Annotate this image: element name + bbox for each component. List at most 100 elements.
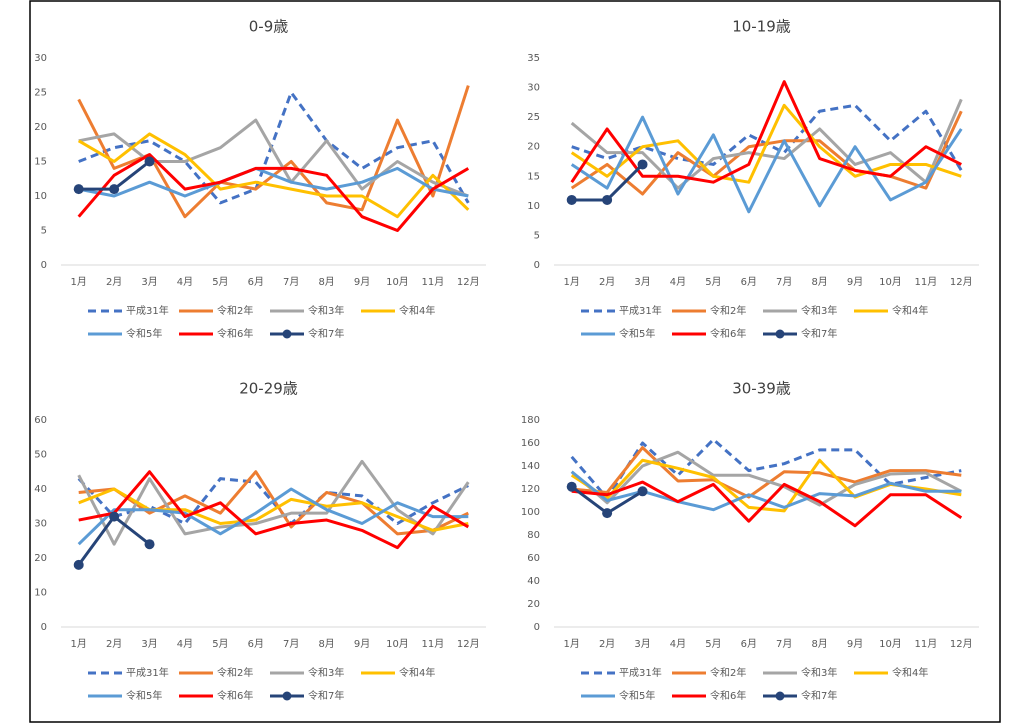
x-tick-label: 12月 — [457, 276, 480, 288]
legend-marker — [775, 691, 785, 701]
legend-label: 令和7年 — [308, 689, 344, 702]
x-tick-label: 5月 — [705, 276, 721, 288]
legend-label: 令和6年 — [710, 327, 746, 340]
x-tick-label: 6月 — [741, 638, 757, 650]
legend-label: 平成31年 — [619, 666, 662, 679]
series-marker — [637, 159, 648, 170]
frame — [29, 0, 1001, 723]
legend-marker — [282, 329, 292, 339]
x-tick-label: 3月 — [141, 276, 157, 288]
series-line — [570, 450, 962, 507]
chart-title: 10-19歳 — [732, 18, 791, 36]
y-tick-label: 10 — [34, 588, 47, 599]
series-line — [77, 153, 470, 232]
y-tick-label: 60 — [34, 415, 47, 426]
series-marker — [637, 486, 648, 497]
legend-marker — [775, 329, 785, 339]
y-tick-label: 40 — [34, 484, 47, 495]
x-tick-label: 6月 — [248, 276, 264, 288]
legend-label: 令和6年 — [217, 327, 253, 340]
x-tick-label: 2月 — [106, 276, 122, 288]
x-tick-label: 8月 — [318, 638, 334, 650]
series-line — [570, 115, 963, 214]
legend-label: 令和5年 — [619, 327, 655, 340]
x-tick-label: 7月 — [776, 638, 792, 650]
legend-label: 平成31年 — [619, 304, 662, 317]
legend-label: 令和7年 — [308, 327, 344, 340]
x-tick-label: 5月 — [212, 276, 228, 288]
chart-title: 0-9歳 — [249, 18, 289, 36]
x-tick-label: 4月 — [670, 638, 686, 650]
y-tick-label: 50 — [34, 450, 47, 461]
series-marker — [602, 194, 613, 205]
y-tick-label: 160 — [521, 438, 540, 449]
legend-label: 令和2年 — [217, 666, 253, 679]
legend-label: 令和2年 — [710, 666, 746, 679]
x-tick-label: 5月 — [212, 638, 228, 650]
series-line — [77, 132, 470, 219]
series-marker — [144, 156, 155, 167]
legend-label: 令和2年 — [710, 304, 746, 317]
x-tick-label: 7月 — [776, 276, 792, 288]
series-marker — [109, 184, 120, 195]
y-tick-label: 10 — [34, 191, 47, 202]
y-tick-label: 25 — [527, 112, 540, 123]
chart-title: 20-29歳 — [239, 380, 298, 398]
y-tick-label: 15 — [34, 157, 47, 168]
x-tick-label: 1月 — [71, 638, 87, 650]
x-tick-label: 9月 — [354, 276, 370, 288]
x-tick-label: 1月 — [564, 276, 580, 288]
y-tick-label: 25 — [34, 88, 47, 99]
x-tick-label: 11月 — [915, 638, 938, 650]
series-marker — [144, 539, 155, 550]
y-tick-label: 80 — [527, 530, 540, 541]
legend-label: 平成31年 — [126, 666, 169, 679]
series-line — [78, 470, 470, 550]
series-line — [571, 480, 963, 528]
x-tick-label: 11月 — [422, 276, 445, 288]
x-tick-label: 7月 — [283, 638, 299, 650]
legend-label: 令和6年 — [710, 689, 746, 702]
legend-label: 平成31年 — [126, 304, 169, 317]
series-marker — [602, 508, 613, 519]
legend-label: 令和3年 — [308, 666, 344, 679]
series-line — [77, 487, 469, 546]
legend-label: 令和4年 — [892, 304, 928, 317]
x-tick-label: 2月 — [599, 276, 615, 288]
legend-label: 令和3年 — [801, 666, 837, 679]
x-tick-label: 4月 — [670, 276, 686, 288]
y-tick-label: 10 — [527, 201, 540, 212]
y-tick-label: 20 — [34, 122, 47, 133]
legend-label: 令和4年 — [892, 666, 928, 679]
x-tick-label: 10月 — [879, 638, 902, 650]
x-tick-label: 6月 — [248, 638, 264, 650]
x-tick-label: 4月 — [177, 638, 193, 650]
x-tick-label: 8月 — [811, 638, 827, 650]
y-tick-label: 20 — [527, 142, 540, 153]
series-marker — [566, 194, 577, 205]
series-line — [78, 487, 469, 532]
series-marker — [73, 184, 84, 195]
x-tick-label: 3月 — [634, 638, 650, 650]
x-tick-label: 2月 — [599, 638, 615, 650]
y-tick-label: 0 — [41, 622, 47, 633]
legend-label: 令和3年 — [801, 304, 837, 317]
x-tick-label: 1月 — [564, 638, 580, 650]
x-tick-label: 3月 — [634, 276, 650, 288]
series-line — [77, 459, 470, 546]
legend-label: 令和4年 — [399, 666, 435, 679]
series-marker — [109, 511, 120, 522]
y-tick-label: 120 — [521, 484, 540, 495]
y-tick-label: 20 — [34, 553, 47, 564]
y-tick-label: 30 — [34, 519, 47, 530]
y-tick-label: 5 — [41, 226, 47, 237]
legend-marker — [282, 691, 292, 701]
legend-label: 令和6年 — [217, 689, 253, 702]
x-tick-label: 1月 — [71, 276, 87, 288]
y-tick-label: 0 — [534, 260, 540, 271]
x-tick-label: 12月 — [950, 276, 973, 288]
x-tick-label: 12月 — [457, 638, 480, 650]
x-tick-label: 12月 — [950, 638, 973, 650]
x-tick-label: 10月 — [386, 638, 409, 650]
series-line — [78, 166, 469, 198]
